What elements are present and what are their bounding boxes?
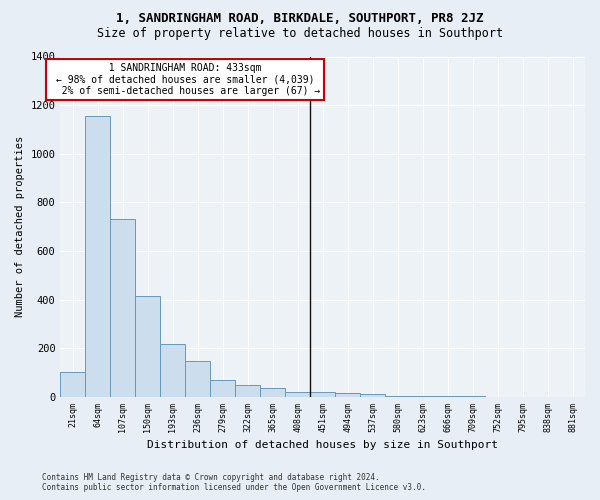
Bar [110,220,136,397]
Text: 1 SANDRINGHAM ROAD: 433sqm  
← 98% of detached houses are smaller (4,039)
  2% o: 1 SANDRINGHAM ROAD: 433sqm ← 98% of deta… [50,63,320,96]
Bar [285,392,310,397]
Bar [310,392,335,397]
Bar [335,393,360,397]
Bar [410,396,435,397]
Bar [260,388,285,397]
Text: 1, SANDRINGHAM ROAD, BIRKDALE, SOUTHPORT, PR8 2JZ: 1, SANDRINGHAM ROAD, BIRKDALE, SOUTHPORT… [116,12,484,26]
X-axis label: Distribution of detached houses by size in Southport: Distribution of detached houses by size … [147,440,498,450]
Bar [185,361,210,397]
Bar [136,296,160,397]
Text: Contains HM Land Registry data © Crown copyright and database right 2024.
Contai: Contains HM Land Registry data © Crown c… [42,473,426,492]
Bar [235,386,260,397]
Bar [85,116,110,397]
Text: Size of property relative to detached houses in Southport: Size of property relative to detached ho… [97,28,503,40]
Bar [160,344,185,397]
Bar [210,380,235,397]
Bar [360,394,385,397]
Bar [61,372,85,397]
Bar [385,396,410,397]
Y-axis label: Number of detached properties: Number of detached properties [15,136,25,318]
